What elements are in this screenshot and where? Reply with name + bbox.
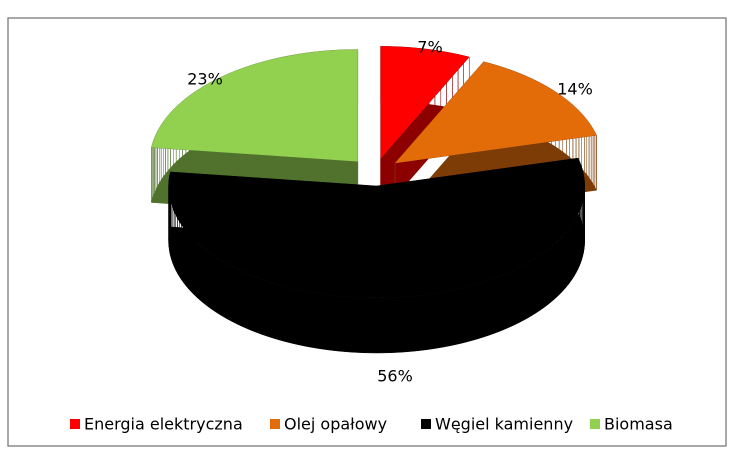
legend-swatch (421, 419, 431, 429)
data-label: 7% (417, 38, 442, 57)
slice-top (151, 49, 358, 162)
legend-swatch (70, 419, 80, 429)
legend-label: Węgiel kamienny (435, 415, 573, 434)
legend-swatch (590, 419, 600, 429)
legend-label: Biomasa (604, 415, 673, 434)
data-label: 14% (557, 80, 593, 99)
legend-label: Energia elektryczna (84, 415, 243, 434)
data-label: 56% (377, 367, 413, 386)
pie (151, 46, 597, 354)
legend-label: Olej opałowy (284, 415, 387, 434)
slice-top (380, 46, 470, 159)
legend-swatch (270, 419, 280, 429)
slice-top (168, 158, 585, 298)
legend: Energia elektryczna Olej opałowy Węgiel ka… (70, 415, 673, 434)
data-label: 23% (187, 70, 223, 89)
labels: 7% 14% 56% 23% (187, 38, 593, 386)
slice-top (395, 61, 597, 164)
